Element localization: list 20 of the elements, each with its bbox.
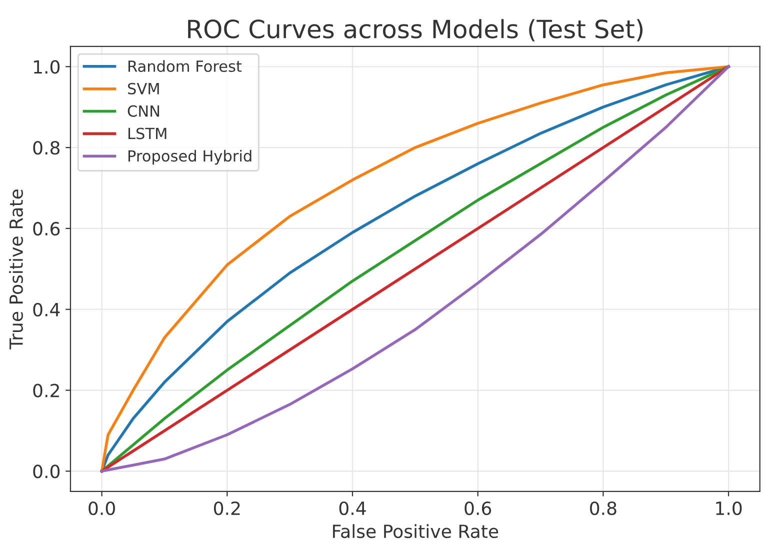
x-tick-label: 0.8 bbox=[590, 501, 616, 516]
legend-label: Random Forest bbox=[128, 60, 242, 72]
y-tick-label: 0.6 bbox=[33, 222, 60, 236]
x-axis-title: False Positive Rate bbox=[333, 524, 498, 538]
chart-title: ROC Curves across Models (Test Set) bbox=[188, 19, 643, 42]
y-tick-label: 0.0 bbox=[33, 464, 60, 478]
x-tick-label: 0.0 bbox=[88, 501, 115, 516]
y-axis-title: True Positive Rate bbox=[9, 189, 23, 350]
y-tick-label: 0.4 bbox=[33, 302, 60, 316]
legend-label: LSTM bbox=[128, 128, 166, 140]
legend-label: SVM bbox=[128, 82, 159, 94]
y-tick-label: 1.0 bbox=[34, 60, 60, 74]
x-tick-label: 1.0 bbox=[716, 501, 742, 516]
x-tick-label: 0.4 bbox=[339, 501, 366, 516]
y-tick-label: 0.2 bbox=[33, 384, 59, 398]
y-tick-label: 0.8 bbox=[33, 141, 60, 155]
legend-label: Proposed Hybrid bbox=[128, 150, 252, 165]
x-tick-label: 0.2 bbox=[214, 501, 240, 516]
legend-label: CNN bbox=[128, 105, 160, 117]
x-tick-label: 0.6 bbox=[464, 501, 492, 516]
